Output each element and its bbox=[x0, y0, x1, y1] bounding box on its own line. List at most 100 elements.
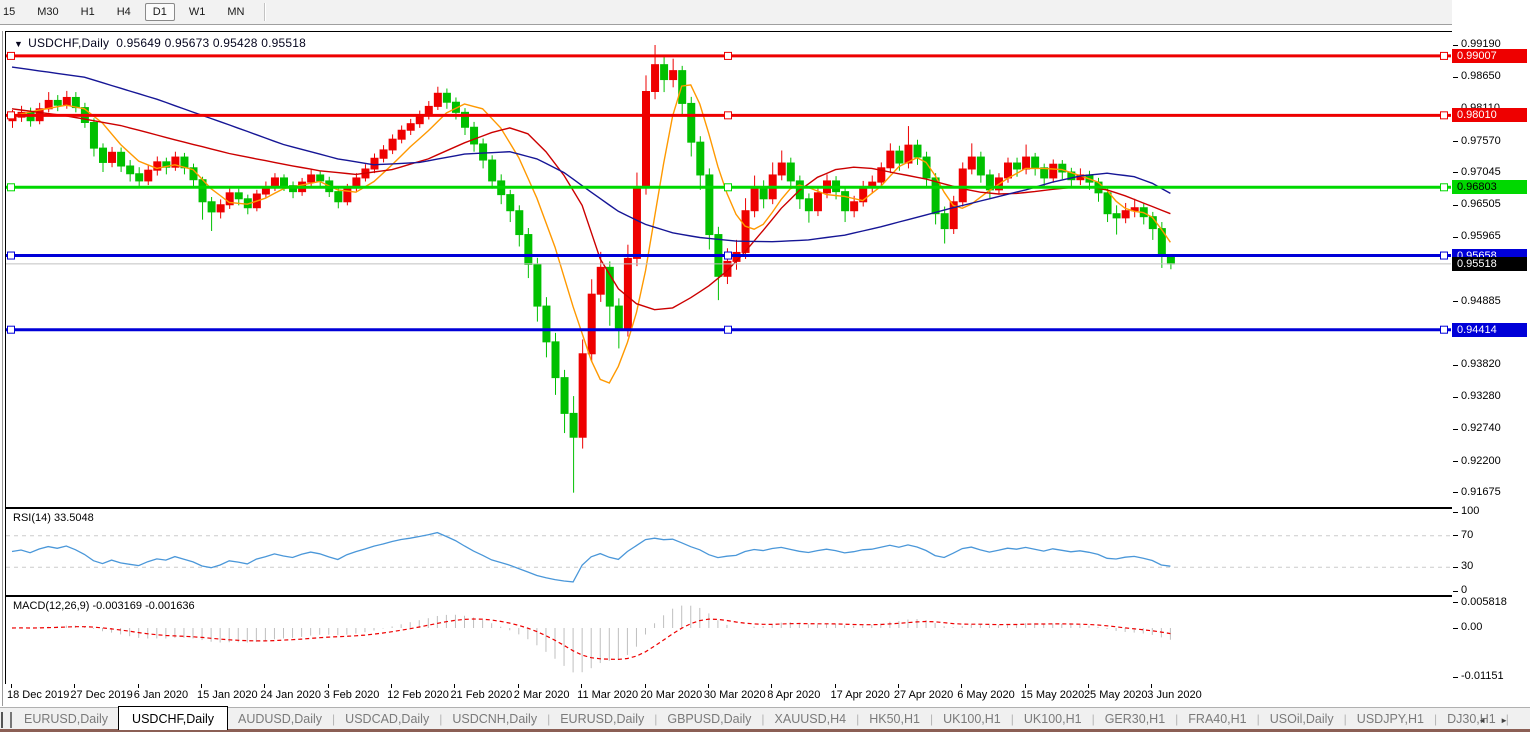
toolbar-separator bbox=[264, 3, 267, 21]
axis-tick-label: 0.95965 bbox=[1461, 230, 1501, 243]
axis-tick-label: 0 bbox=[1461, 584, 1468, 596]
timeframe-button-15[interactable]: 15 bbox=[3, 6, 16, 18]
axis-tick-label: 0.93280 bbox=[1461, 390, 1501, 403]
tab-eurusd-daily[interactable]: EURUSD,Daily bbox=[24, 712, 109, 726]
date-label: 15 Jan 2020 bbox=[197, 689, 258, 701]
tab-separator: | bbox=[1343, 712, 1347, 726]
date-tick-mark bbox=[961, 684, 963, 688]
moving-average-fast[interactable] bbox=[11, 84, 1171, 384]
timeframe-button-H4[interactable]: H4 bbox=[116, 6, 131, 18]
date-label: 18 Dec 2019 bbox=[7, 689, 70, 701]
axis-tick-label: 70 bbox=[1461, 528, 1474, 541]
tab-separator: | bbox=[332, 712, 336, 726]
date-tick-mark bbox=[1151, 684, 1153, 688]
price-axis[interactable]: 0.991900.986500.981100.975700.970450.965… bbox=[1452, 0, 1530, 732]
timeframe-button-W1[interactable]: W1 bbox=[188, 6, 206, 18]
horizontal-line-0.98010[interactable] bbox=[6, 111, 1451, 120]
macd-signal-line bbox=[11, 618, 1171, 661]
tab-dj30-h1[interactable]: DJ30,H1 bbox=[1447, 712, 1496, 726]
date-tick-mark bbox=[897, 684, 899, 688]
tab-usdchf-daily[interactable]: USDCHF,Daily bbox=[118, 706, 228, 730]
macd-histogram bbox=[20, 605, 1171, 673]
tab-hk50-h1[interactable]: HK50,H1 bbox=[869, 712, 920, 726]
macd-chart-canvas[interactable] bbox=[6, 597, 1451, 682]
date-tick-mark bbox=[707, 684, 709, 688]
axis-tick-mark bbox=[1453, 45, 1458, 46]
rsi-chart-canvas[interactable] bbox=[6, 509, 1451, 593]
axis-tick-mark bbox=[1453, 602, 1458, 603]
date-label: 30 Mar 2020 bbox=[703, 689, 766, 701]
rsi-line bbox=[11, 531, 1171, 583]
date-label: 17 Apr 2020 bbox=[830, 689, 890, 701]
chart-ohlc-values: 0.95649 0.95673 0.95428 0.95518 bbox=[116, 36, 306, 50]
date-label: 3 Jun 2020 bbox=[1147, 689, 1202, 701]
tab-usoil-daily[interactable]: USOil,Daily bbox=[1269, 712, 1334, 726]
axis-tick-label: 0.97570 bbox=[1461, 134, 1501, 147]
tab-eurusd-daily[interactable]: EURUSD,Daily bbox=[560, 712, 645, 726]
axis-tick-label: 100 bbox=[1461, 505, 1480, 517]
chart-tab-bar: EURUSD,Daily USDCHF,Daily AUDUSD,Daily | USD… bbox=[0, 706, 1530, 730]
tab-fra40-h1[interactable]: FRA40,H1 bbox=[1188, 712, 1247, 726]
tab-ger30-h1[interactable]: GER30,H1 bbox=[1104, 712, 1166, 726]
axis-tick-mark bbox=[1453, 492, 1458, 493]
date-label: 11 Mar 2020 bbox=[577, 689, 639, 701]
moving-average-medium[interactable] bbox=[11, 108, 1171, 311]
tab-uk100-h1[interactable]: UK100,H1 bbox=[1023, 712, 1082, 726]
axis-tick-label: 0.92740 bbox=[1461, 422, 1501, 435]
timeframe-button-H1[interactable]: H1 bbox=[80, 6, 95, 18]
date-tick-mark bbox=[264, 684, 266, 688]
tab-separator: | bbox=[856, 712, 860, 726]
axis-tick-label: 0.00 bbox=[1461, 621, 1483, 633]
price-line-label-0.96803: 0.96803 bbox=[1452, 180, 1527, 195]
date-tick-mark bbox=[1087, 684, 1089, 688]
tab-separator: | bbox=[1505, 712, 1509, 726]
symbol-dropdown-icon[interactable]: ▼ bbox=[14, 39, 24, 49]
tab-scroll-left-icon[interactable]: ◄ bbox=[1478, 716, 1501, 725]
price-line-label-0.99007: 0.99007 bbox=[1452, 48, 1527, 63]
timeframe-button-M30[interactable]: M30 bbox=[37, 6, 59, 18]
timeframe-button-MN[interactable]: MN bbox=[227, 6, 245, 18]
tab-gbpusd-daily[interactable]: GBPUSD,Daily bbox=[667, 712, 752, 726]
tab-scroll-arrows: ◄► bbox=[1478, 716, 1522, 725]
timeframe-button-D1[interactable]: D1 bbox=[144, 3, 175, 21]
tab-separator: | bbox=[439, 712, 443, 726]
axis-tick-mark bbox=[1453, 512, 1458, 513]
price-line-label-0.98010: 0.98010 bbox=[1452, 108, 1527, 123]
axis-tick-label: -0.01151 bbox=[1461, 670, 1504, 683]
tab-xauusd-h4[interactable]: XAUUSD,H4 bbox=[774, 712, 847, 726]
tab-uk100-h1[interactable]: UK100,H1 bbox=[943, 712, 1001, 726]
tab-separator: | bbox=[761, 712, 765, 726]
tab-separator: | bbox=[929, 712, 934, 726]
date-label: 24 Jan 2020 bbox=[260, 689, 321, 701]
tab-separator: | bbox=[1433, 712, 1438, 726]
tab-usdcad-daily[interactable]: USDCAD,Daily bbox=[345, 712, 430, 726]
tab-scroll-right-icon[interactable]: ► bbox=[1500, 716, 1522, 725]
date-tick-mark bbox=[201, 684, 203, 688]
date-label: 25 May 2020 bbox=[1083, 689, 1148, 701]
horizontal-line-0.94414[interactable] bbox=[6, 325, 1451, 334]
date-tick-mark bbox=[517, 684, 519, 688]
date-label: 27 Dec 2019 bbox=[70, 689, 133, 701]
date-tick-mark bbox=[1024, 684, 1026, 688]
axis-tick-mark bbox=[1453, 172, 1458, 173]
horizontal-line-0.95658[interactable] bbox=[6, 251, 1451, 260]
date-label: 3 Feb 2020 bbox=[323, 689, 380, 701]
macd-panel: MACD(12,26,9) -0.003169 -0.001636 bbox=[5, 596, 1454, 685]
date-tick-mark bbox=[771, 684, 773, 688]
window-bottom-edge bbox=[0, 729, 1530, 732]
moving-average-slow[interactable] bbox=[11, 66, 1171, 243]
date-axis[interactable]: 18 Dec 2019 27 Dec 2019 6 Jan 2020 15 Jan 2… bbox=[5, 684, 1452, 706]
axis-tick-mark bbox=[1453, 205, 1458, 206]
date-tick-mark bbox=[454, 684, 456, 688]
axis-tick-mark bbox=[1453, 77, 1458, 78]
tab-audusd-daily[interactable]: AUDUSD,Daily bbox=[238, 712, 323, 726]
axis-tick-label: 0.96505 bbox=[1461, 198, 1501, 211]
tab-usdjpy-h1[interactable]: USDJPY,H1 bbox=[1356, 712, 1424, 726]
candlestick-chart-canvas[interactable] bbox=[6, 32, 1451, 505]
axis-tick-mark bbox=[1453, 301, 1458, 302]
horizontal-line-0.96803[interactable] bbox=[6, 183, 1451, 192]
horizontal-line-0.99007[interactable] bbox=[6, 51, 1451, 60]
tab-usdcnh-daily[interactable]: USDCNH,Daily bbox=[452, 712, 538, 726]
date-tick-mark bbox=[137, 684, 139, 688]
